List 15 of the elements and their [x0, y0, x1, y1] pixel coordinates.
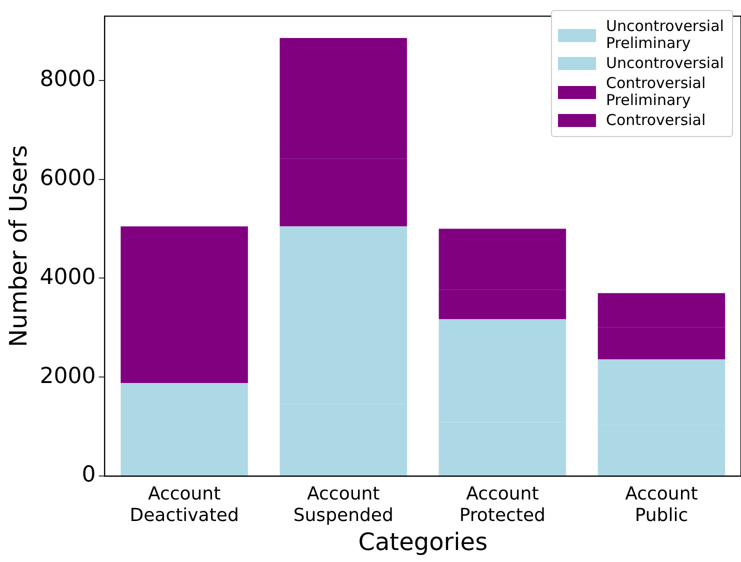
y-tick-label: 8000 [40, 67, 96, 92]
x-tick-label: Account Public [625, 483, 698, 526]
y-tick-label: 2000 [40, 364, 96, 389]
legend-label: Uncontroversial [606, 54, 724, 72]
legend-label: Controversial [606, 111, 706, 129]
y-tick-label: 4000 [40, 264, 96, 290]
x-axis-title: Categories [358, 528, 488, 556]
x-tick-label: Account Deactivated [130, 483, 239, 526]
x-tick-label: Account Suspended [293, 483, 394, 526]
y-tick-label: 0 [82, 462, 96, 488]
y-tick-label: 6000 [40, 166, 96, 192]
legend-label: Uncontroversial Preliminary [606, 17, 725, 52]
x-tick-label: Account Protected [459, 483, 546, 526]
y-axis-title: Number of Users [4, 145, 33, 348]
legend-label: Controversial Preliminary [606, 74, 707, 109]
